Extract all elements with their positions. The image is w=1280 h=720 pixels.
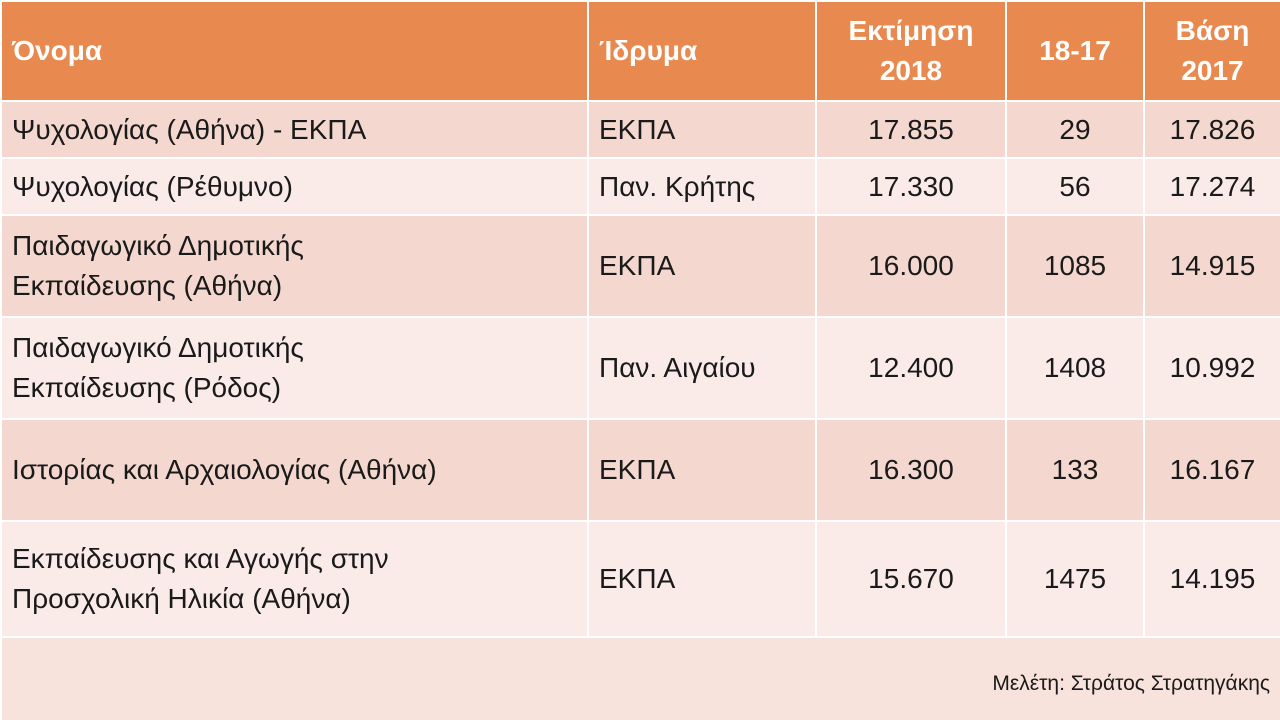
table-row: Ψυχολογίας (Αθήνα) - ΕΚΠΑ ΕΚΠΑ 17.855 29 17.… xyxy=(0,100,1280,159)
institution: ΕΚΠΑ xyxy=(587,214,817,318)
score-cell: 133 xyxy=(1005,418,1145,522)
column-header: 18-17 xyxy=(1005,0,1145,102)
program-name: Ιστορίας και Αρχαιολογίας (Αθήνα) xyxy=(0,418,589,522)
program-name: Παιδαγωγικό Δημοτικής Εκπαίδευσης (Ρόδος… xyxy=(0,316,589,420)
score-cell: 17.330 xyxy=(815,157,1007,216)
score-cell: 14.915 xyxy=(1143,214,1280,318)
footer-credit: Μελέτη: Στράτος Στρατηγάκης xyxy=(0,636,1280,720)
program-name: Εκπαίδευσης και Αγωγής στην Προσχολική Η… xyxy=(0,520,589,638)
program-name: Ψυχολογίας (Ρέθυμνο) xyxy=(0,157,589,216)
score-cell: 17.274 xyxy=(1143,157,1280,216)
score-cell: 29 xyxy=(1005,100,1145,159)
column-header: Εκτίμηση 2018 xyxy=(815,0,1007,102)
table-row: Παιδαγωγικό Δημοτικής Εκπαίδευσης (Ρόδος… xyxy=(0,316,1280,420)
program-name: Παιδαγωγικό Δημοτικής Εκπαίδευσης (Αθήνα… xyxy=(0,214,589,318)
institution: ΕΚΠΑ xyxy=(587,100,817,159)
institution: ΕΚΠΑ xyxy=(587,418,817,522)
score-cell: 56 xyxy=(1005,157,1145,216)
institution: Παν. Αιγαίου xyxy=(587,316,817,420)
program-name: Ψυχολογίας (Αθήνα) - ΕΚΠΑ xyxy=(0,100,589,159)
score-cell: 12.400 xyxy=(815,316,1007,420)
score-cell: 1475 xyxy=(1005,520,1145,638)
footer-row: Μελέτη: Στράτος Στρατηγάκης xyxy=(0,636,1280,720)
column-header: Βάση 2017 xyxy=(1143,0,1280,102)
institution: ΕΚΠΑ xyxy=(587,520,817,638)
score-cell: 1085 xyxy=(1005,214,1145,318)
score-cell: 10.992 xyxy=(1143,316,1280,420)
score-cell: 1408 xyxy=(1005,316,1145,420)
score-cell: 17.826 xyxy=(1143,100,1280,159)
score-cell: 17.855 xyxy=(815,100,1007,159)
score-cell: 16.300 xyxy=(815,418,1007,522)
table-row: Ψυχολογίας (Ρέθυμνο) Παν. Κρήτης 17.330 56 1… xyxy=(0,157,1280,216)
table-row: Ιστορίας και Αρχαιολογίας (Αθήνα) ΕΚΠΑ 16.… xyxy=(0,418,1280,522)
score-cell: 16.167 xyxy=(1143,418,1280,522)
table-row: Παιδαγωγικό Δημοτικής Εκπαίδευσης (Αθήνα… xyxy=(0,214,1280,318)
score-cell: 14.195 xyxy=(1143,520,1280,638)
institution: Παν. Κρήτης xyxy=(587,157,817,216)
score-cell: 15.670 xyxy=(815,520,1007,638)
column-header: Ίδρυμα xyxy=(587,0,817,102)
header-row: Όνομα Ίδρυμα Εκτίμηση 2018 18-17 Βάση 2017 xyxy=(0,0,1280,102)
column-header: Όνομα xyxy=(0,0,589,102)
score-cell: 16.000 xyxy=(815,214,1007,318)
table-row: Εκπαίδευσης και Αγωγής στην Προσχολική Η… xyxy=(0,520,1280,638)
